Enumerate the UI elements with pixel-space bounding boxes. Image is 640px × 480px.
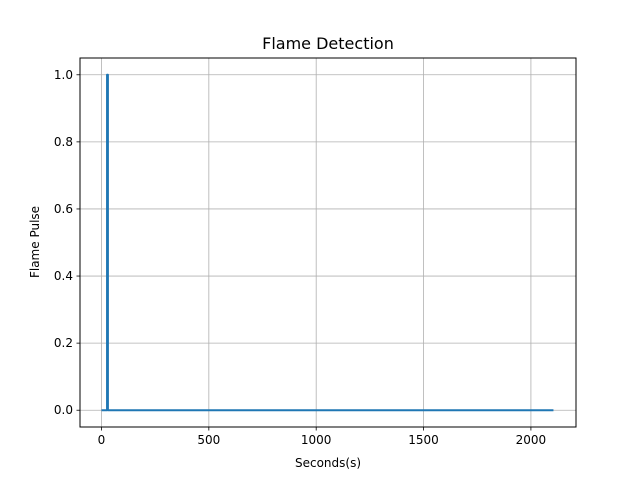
y-tick-label: 0.6 — [54, 202, 73, 216]
x-tick-label: 1500 — [408, 433, 439, 447]
plot-frame — [79, 57, 577, 428]
x-tick-label: 500 — [197, 433, 220, 447]
y-tick-label: 0.0 — [54, 403, 73, 417]
series-layer — [101, 73, 554, 412]
y-tick-label: 0.8 — [54, 135, 73, 149]
ticks: 0 500 1000 1500 2000 0.0 0.2 0.4 0.6 0.8 1.0 — [54, 68, 546, 447]
y-tick-label: 0.2 — [54, 336, 73, 350]
x-tick-label: 2000 — [516, 433, 547, 447]
y-axis-label: Flame Pulse — [28, 206, 42, 278]
y-tick-label: 0.4 — [54, 269, 73, 283]
x-axis-label: Seconds(s) — [295, 456, 361, 470]
x-tick-label: 1000 — [301, 433, 332, 447]
x-tick-label: 0 — [98, 433, 106, 447]
flame-pulse-line — [101, 73, 554, 412]
chart-title: Flame Detection — [262, 34, 394, 53]
y-tick-label: 1.0 — [54, 68, 73, 82]
